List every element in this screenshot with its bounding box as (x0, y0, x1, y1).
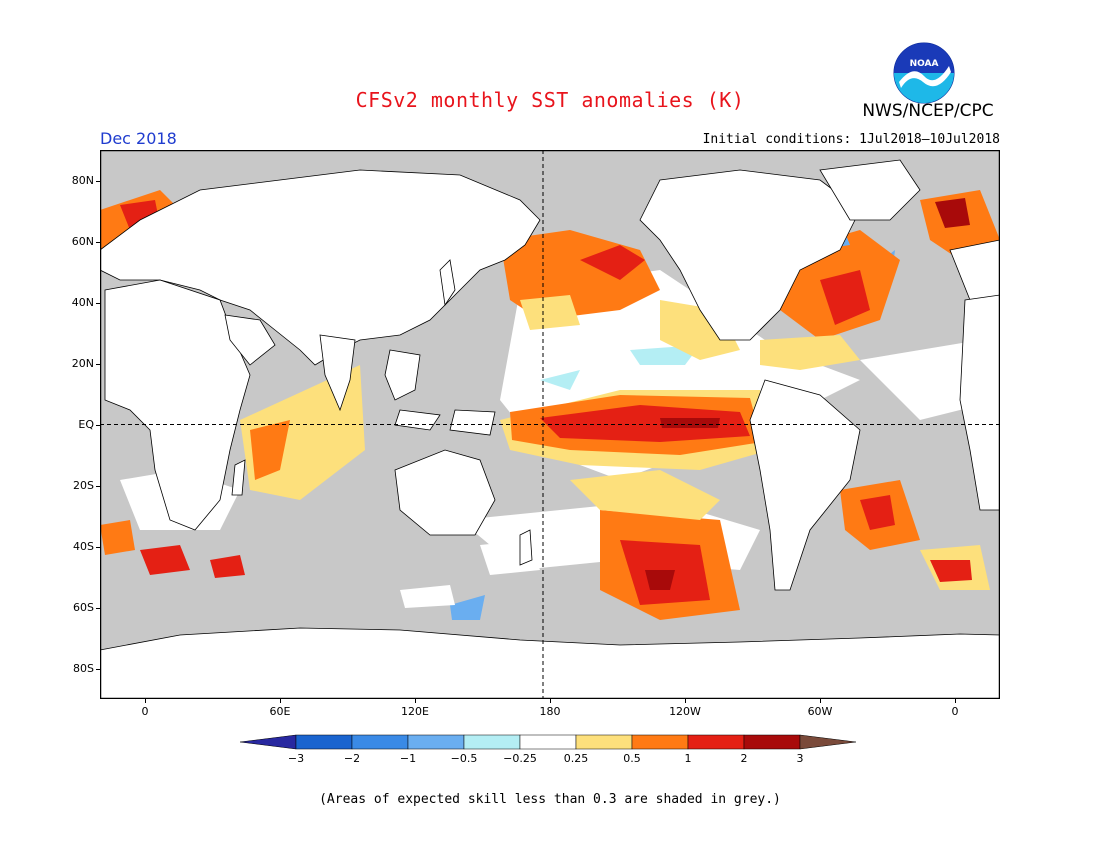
colorbar-label: 3 (796, 752, 804, 765)
lon-label: 120E (401, 705, 429, 718)
lon-label: 60W (807, 705, 833, 718)
colorbar-label: −1 (399, 752, 417, 765)
lon-tick (280, 699, 281, 703)
agency-label: NWS/NCEP/CPC (862, 101, 994, 121)
chart-title: CFSv2 monthly SST anomalies (K) (355, 88, 745, 112)
sst-anomaly-map (100, 150, 1000, 699)
lat-tick (96, 668, 100, 670)
lat-tick (96, 363, 100, 365)
lon-label: 0 (951, 705, 959, 718)
lat-tick (96, 546, 100, 548)
lon-label: 0 (141, 705, 149, 718)
skill-footnote: (Areas of expected skill less than 0.3 a… (319, 792, 781, 807)
colorbar-bin (519, 734, 577, 750)
lon-tick (415, 699, 416, 703)
initial-conditions-label: Initial conditions: 1Jul2018–10Jul2018 (702, 132, 1000, 147)
colorbar-bin (687, 734, 745, 750)
lat-tick (96, 302, 100, 304)
lat-label: 20S (73, 478, 94, 492)
colorbar-label: 0.25 (563, 752, 589, 765)
colorbar-bin (631, 734, 689, 750)
colorbar-label: −0.25 (503, 752, 537, 765)
colorbar-bin (743, 734, 801, 750)
lon-tick (145, 699, 146, 703)
colorbar-bin (407, 734, 465, 750)
colorbar-bin (463, 734, 521, 750)
noaa-logo-icon: NOAA (893, 42, 955, 104)
land-masses (100, 159, 1000, 699)
noaa-logo-text: NOAA (910, 59, 939, 69)
lat-label: 80S (73, 661, 94, 675)
lat-label: 60S (73, 600, 94, 614)
colorbar-bin (295, 734, 353, 750)
lon-label: 60E (269, 705, 291, 718)
colorbar-label: −3 (287, 752, 305, 765)
colorbar-bin (351, 734, 409, 750)
lon-tick (550, 699, 551, 703)
colorbar-label: 1 (684, 752, 692, 765)
colorbar-label: −2 (343, 752, 361, 765)
lon-tick (685, 699, 686, 703)
lat-tick (96, 241, 100, 243)
colorbar-low-arrow (240, 734, 297, 750)
lon-label: 180 (539, 705, 561, 718)
lat-tick (96, 180, 100, 182)
lat-tick (96, 485, 100, 487)
lon-tick (955, 699, 956, 703)
lat-label: 60N (71, 234, 94, 248)
lat-label: 40S (73, 539, 94, 553)
colorbar-label: −0.5 (450, 752, 478, 765)
lat-tick (96, 424, 100, 426)
colorbar-label: 2 (740, 752, 748, 765)
colorbar-bin (575, 734, 633, 750)
map-frame (100, 150, 1000, 699)
lon-tick (820, 699, 821, 703)
lat-label: 40N (71, 295, 94, 309)
valid-month-label: Dec 2018 (100, 129, 177, 148)
lon-label: 120W (669, 705, 701, 718)
lat-label: EQ (78, 417, 94, 431)
lat-label: 20N (71, 356, 94, 370)
colorbar (240, 734, 857, 750)
colorbar-high-arrow (799, 734, 857, 750)
lat-tick (96, 607, 100, 609)
colorbar-label: 0.5 (623, 752, 641, 765)
lat-label: 80N (71, 173, 94, 187)
